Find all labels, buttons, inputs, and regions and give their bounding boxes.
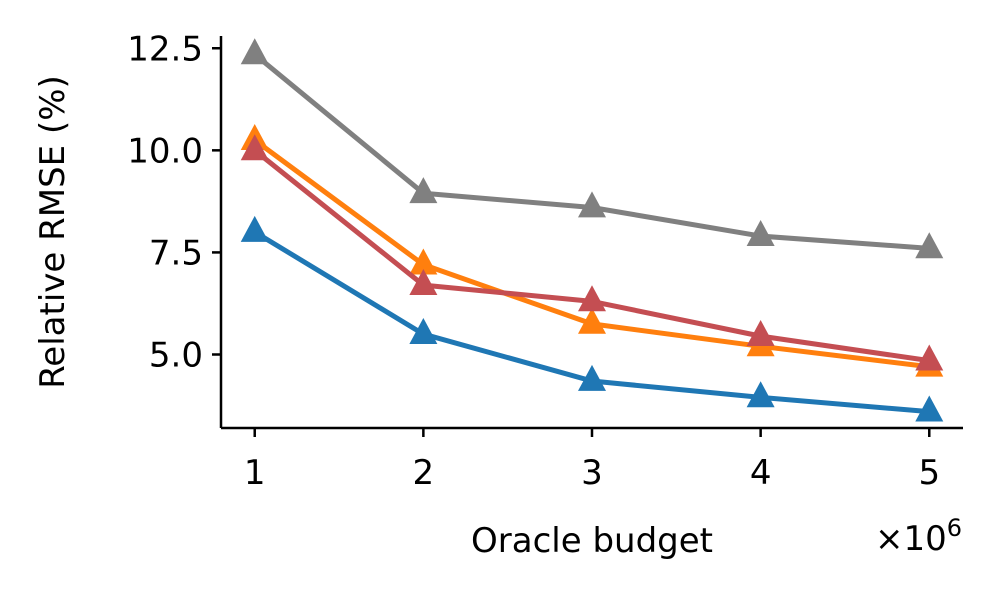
series-3-marker — [578, 285, 606, 312]
series-layer — [240, 38, 944, 422]
series-3-marker — [915, 344, 944, 371]
y-tick-label: 7.5 — [149, 233, 203, 273]
y-axis-label: Relative RMSE (%) — [33, 75, 73, 389]
series-2-marker — [578, 307, 606, 334]
y-tick-label: 10.0 — [127, 131, 203, 171]
series-2-marker — [409, 248, 438, 275]
ticks-layer: 5.0 7.5 10.0 12.5 1 2 3 4 5 — [127, 29, 940, 493]
series-1-marker — [409, 177, 438, 204]
series-1-marker — [746, 219, 775, 246]
series-3-marker — [409, 268, 438, 295]
x-axis-multiplier-base: ×10 — [875, 519, 947, 559]
series-line-1 — [252, 51, 932, 251]
series-1-marker — [915, 232, 944, 259]
series-3-marker — [240, 134, 269, 161]
series-4-marker — [915, 395, 944, 422]
series-4-marker — [409, 317, 438, 344]
y-tick-label: 12.5 — [127, 29, 203, 69]
x-tick-label: 3 — [581, 453, 603, 493]
series-4-marker — [578, 364, 606, 391]
x-tick-label: 4 — [750, 453, 772, 493]
x-tick-label: 1 — [244, 453, 266, 493]
series-4-marker — [240, 215, 269, 242]
series-1-marker — [240, 38, 269, 65]
x-axis-multiplier-exponent: 6 — [947, 514, 962, 542]
y-tick-label: 5.0 — [149, 336, 203, 376]
series-1-marker — [578, 191, 606, 218]
x-axis-multiplier: ×106 — [875, 514, 962, 559]
series-3-marker — [746, 320, 775, 347]
x-axis-label: Oracle budget — [471, 521, 713, 561]
x-tick-label: 2 — [413, 453, 435, 493]
series-4-marker — [746, 381, 775, 408]
x-tick-label: 5 — [918, 453, 940, 493]
